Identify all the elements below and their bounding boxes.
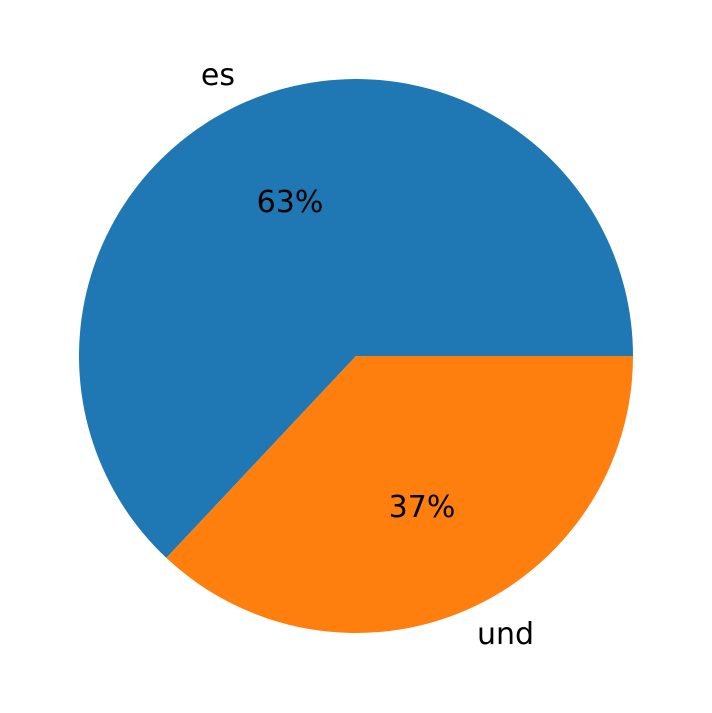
pie-slice [166,356,634,633]
value-label: 63% [257,185,324,220]
pie-slice [79,79,633,558]
value-label: 37% [389,490,456,525]
slice-label: und [477,617,534,652]
slice-label: es [201,58,235,93]
